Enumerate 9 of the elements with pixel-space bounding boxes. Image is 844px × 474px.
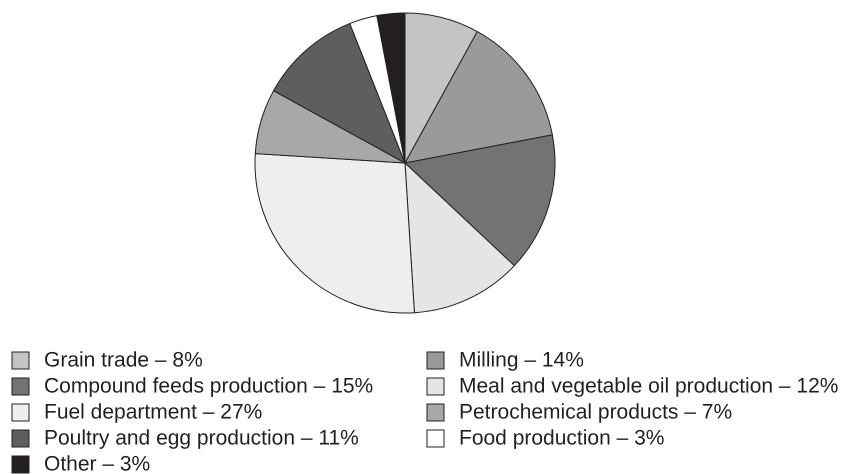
legend-label: Grain trade – 8% (44, 348, 203, 372)
legend-label: Meal and vegetable oil production – 12% (459, 374, 838, 398)
legend-label: Food production – 3% (459, 426, 664, 450)
legend-label: Compound feeds production – 15% (44, 374, 374, 398)
legend-label: Fuel department – 27% (44, 400, 262, 424)
legend-label: Other – 3% (44, 452, 150, 474)
legend-label: Milling – 14% (459, 348, 584, 372)
legend-label: Poultry and egg production – 11% (44, 426, 359, 450)
legend-label: Petrochemical products – 7% (459, 400, 732, 424)
